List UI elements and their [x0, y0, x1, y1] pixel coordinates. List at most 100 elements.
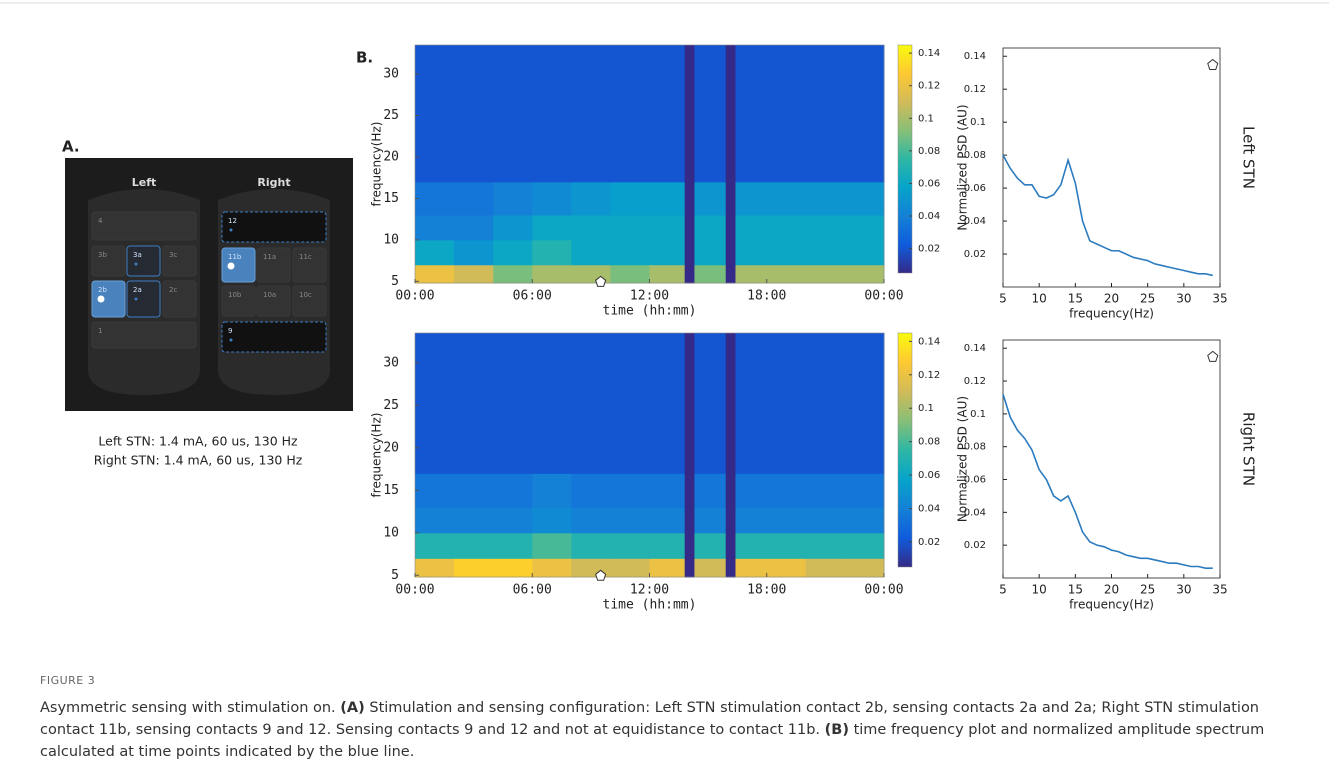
heatmap-cell — [735, 532, 768, 559]
heatmap-cell — [532, 558, 572, 578]
x-tick-label: 25 — [1140, 292, 1155, 306]
contact-label: 10b — [228, 291, 242, 299]
y-tick-label: 15 — [383, 483, 399, 498]
settings-line: Right STN: 1.4 mA, 60 us, 130 Hz — [94, 453, 303, 468]
x-tick-label: 00:00 — [395, 289, 434, 304]
heatmap-cell — [493, 264, 533, 284]
panel-label: B. — [356, 49, 373, 67]
contact — [256, 285, 291, 317]
heatmap-cell — [766, 215, 807, 241]
heatmap-cell — [571, 473, 611, 508]
contact-label: 3c — [169, 251, 177, 259]
heatmap-cell — [725, 473, 736, 508]
time-marker — [1207, 58, 1219, 70]
heatmap-cell — [415, 239, 455, 266]
heatmap-cell — [649, 239, 686, 266]
caption-text: Asymmetric sensing with stimulation on. … — [40, 697, 1290, 763]
x-tick-label: 18:00 — [747, 583, 786, 598]
heatmap-cell — [844, 215, 885, 241]
y-tick-label: 0.02 — [964, 249, 986, 260]
heatmap-cell — [415, 333, 455, 474]
x-tick-label: 12:00 — [630, 583, 669, 598]
heatmap-cell — [454, 239, 494, 266]
contact — [221, 321, 327, 353]
heatmap-cell — [805, 473, 846, 508]
heatmap-cell — [735, 264, 768, 284]
heatmap-cell — [766, 264, 807, 284]
x-tick-label: 15 — [1068, 583, 1083, 597]
x-tick-label: 12:00 — [630, 289, 669, 304]
heatmap-cell — [844, 239, 885, 266]
colorbar-tick-label: 0.12 — [918, 370, 940, 381]
heatmap-cell — [571, 507, 611, 534]
heatmap-cell — [805, 45, 846, 183]
heatmap-cell — [610, 532, 650, 559]
contact-dot — [134, 297, 138, 301]
contact — [91, 321, 197, 349]
heatmap-cell — [610, 333, 650, 474]
heatmap-cell — [805, 264, 846, 284]
heatmap-cell — [684, 181, 695, 216]
heatmap-cell — [415, 264, 455, 284]
heatmap-cell — [571, 45, 611, 183]
contact — [91, 211, 197, 241]
heatmap-cell — [649, 264, 686, 284]
heatmap-cell — [684, 333, 695, 474]
heatmap-cell — [532, 333, 572, 474]
contact — [162, 280, 197, 318]
heatmap-cell — [454, 45, 494, 183]
heatmap-cell — [725, 181, 736, 216]
panel-label: A. — [62, 138, 80, 156]
heatmap-cell — [805, 507, 846, 534]
heatmap-cell — [684, 558, 695, 578]
colorbar-tick-label: 0.02 — [918, 537, 940, 548]
colorbar-tick-label: 0.04 — [918, 211, 940, 222]
y-tick-label: 20 — [383, 149, 399, 164]
heatmap-cell — [725, 264, 736, 284]
heatmap-cell — [844, 532, 885, 559]
y-tick-label: 5 — [391, 568, 399, 583]
heatmap-cell — [649, 45, 686, 183]
heatmap-cell — [532, 473, 572, 508]
heatmap-cell — [805, 333, 846, 474]
heatmap-cell — [725, 239, 736, 266]
heatmap-cell — [766, 239, 807, 266]
contact-dot — [227, 262, 235, 270]
heatmap-cell — [415, 507, 455, 534]
y-axis-label: frequency(Hz) — [370, 413, 384, 498]
heatmap-cell — [571, 333, 611, 474]
heatmap-cell — [844, 181, 885, 216]
y-tick-label: 5 — [391, 274, 399, 289]
heatmap-cell — [725, 507, 736, 534]
heatmap-cell — [735, 215, 768, 241]
colorbar-tick-label: 0.06 — [918, 178, 940, 189]
heatmap-cell — [571, 181, 611, 216]
y-tick-label: 0.14 — [964, 51, 986, 62]
contact — [221, 247, 256, 283]
y-tick-label: 25 — [383, 398, 399, 413]
heatmap-cell — [735, 507, 768, 534]
heatmap-cell — [493, 181, 533, 216]
heatmap-cell — [610, 473, 650, 508]
heatmap-cell — [684, 45, 695, 183]
y-tick-label: 0.06 — [964, 183, 986, 194]
contact-label: 11b — [228, 253, 242, 261]
heatmap-cell — [684, 473, 695, 508]
chart-title: Right STN — [1240, 412, 1258, 486]
heatmap-cell — [649, 507, 686, 534]
heatmap-cell — [454, 264, 494, 284]
heatmap-cell — [766, 45, 807, 183]
heatmap-cell — [694, 558, 727, 578]
y-tick-label: 10 — [383, 525, 399, 540]
time-marker — [1207, 350, 1219, 362]
heatmap-cell — [571, 239, 611, 266]
y-tick-label: 0.04 — [964, 216, 986, 227]
heatmap-cell — [454, 558, 494, 578]
heatmap-cell — [684, 507, 695, 534]
heatmap-cell — [493, 473, 533, 508]
heatmap-cell — [532, 239, 572, 266]
y-tick-label: 30 — [383, 67, 399, 82]
heatmap-cell — [454, 532, 494, 559]
heatmap-cell — [844, 473, 885, 508]
heatmap-cell — [694, 473, 727, 508]
